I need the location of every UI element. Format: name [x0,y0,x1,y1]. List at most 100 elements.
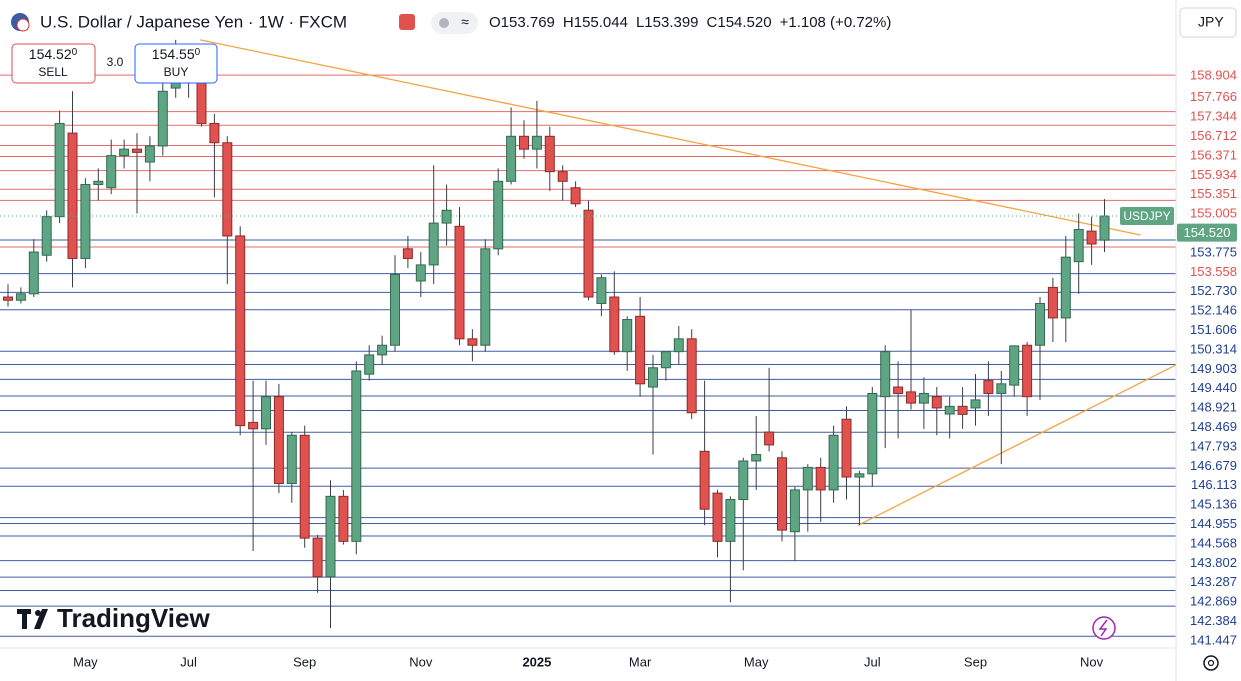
currency-button[interactable] [1179,7,1237,38]
buy-price[interactable]: 154.550 [152,46,201,62]
candle-body [1060,256,1071,319]
candle-body [764,431,775,446]
x-tick-label: Jul [864,654,881,669]
ohlc-value: +1.108 (+0.72%) [780,14,892,31]
x-tick-label: May [73,654,98,669]
last-price-label: 154.520 [1184,225,1231,240]
y-tick-label: 147.793 [1190,438,1237,453]
candle-body [931,396,942,409]
candle-body [67,132,78,259]
x-tick-label: Sep [293,654,316,669]
compare-toggle[interactable] [431,12,478,34]
x-tick-label: Mar [629,654,652,669]
candle-body [222,142,233,237]
candle-body [622,319,633,353]
candle-body [377,344,388,356]
y-tick-label: 157.766 [1190,89,1237,104]
ohlc-value: O153.769 [489,14,555,31]
last-price-tag [1177,223,1237,242]
candle-body [441,209,452,224]
currency-label[interactable]: JPY [1198,14,1224,30]
candle-body [15,293,26,301]
sell-button[interactable] [11,43,96,84]
settings-icon[interactable] [1203,655,1219,671]
y-tick-label: 149.903 [1190,361,1237,376]
candle-body [815,466,826,491]
spread: 3.0 [107,55,124,69]
candle-body [106,155,117,189]
candle-body [1073,229,1084,263]
buy-price-pip[interactable]: 0 [195,47,201,58]
y-tick-label: 156.371 [1190,147,1237,162]
sell-price-pip[interactable]: 0 [72,47,78,58]
candle-body [132,148,142,153]
candle-body [351,370,362,542]
candle-body [428,222,439,266]
buy-label[interactable]: BUY [164,65,189,79]
y-tick-label: 145.136 [1190,497,1237,512]
candle-body [338,495,349,542]
news-icon [1098,619,1108,637]
y-tick-label: 156.712 [1190,128,1237,143]
y-tick-label: 155.934 [1190,167,1237,182]
candle-body [235,235,246,427]
y-tick-label: 148.469 [1190,419,1237,434]
candle-body [493,180,504,250]
ohlc-value: C154.520 [707,14,772,31]
candle-body [609,296,620,353]
y-tick-label: 144.955 [1190,516,1237,531]
y-tick-label: 157.344 [1190,109,1237,124]
candle-body [854,473,865,478]
candle-body [712,492,723,542]
flag-icon [16,18,30,32]
candle-body [248,421,259,430]
x-tick-label: Nov [1080,654,1104,669]
y-tick-label: 152.146 [1190,303,1237,318]
toggle-icon [439,18,449,28]
candle-body [893,386,904,394]
y-tick-label: 150.314 [1190,341,1237,356]
candle-body [880,351,891,398]
candle-body [1035,302,1045,346]
candle-body [867,392,878,475]
ohlc-value: L153.399 [636,14,699,31]
candle-body [1086,230,1097,245]
candle-body [299,434,310,539]
y-tick-label: 153.558 [1190,264,1237,279]
alert-icon[interactable] [399,14,415,30]
candle-body [157,90,168,147]
y-tick-label: 143.287 [1190,574,1237,589]
candle-body [390,274,400,346]
sell-label[interactable]: SELL [38,65,68,79]
candle-body [983,380,994,394]
candle-body [531,135,542,150]
y-tick-label: 155.005 [1190,206,1237,221]
candle-body [996,383,1007,394]
sell-price-main[interactable]: 154.52 [29,46,72,62]
buy-price-main[interactable]: 154.55 [152,46,195,62]
sell-price[interactable]: 154.520 [29,46,78,62]
y-tick-label: 146.113 [1191,477,1237,492]
candle-body [261,396,271,430]
candle-body [519,135,529,150]
y-tick-label: 152.730 [1190,283,1237,298]
x-tick-label: May [744,654,769,669]
ohlc-value: H155.044 [563,14,628,31]
ohlc-readout: O153.769 H155.044 L153.399 C154.520 +1.108 (… [489,14,891,31]
symbol-tag: USDJPY [1120,207,1174,226]
candle-body [596,277,607,304]
candle-body [686,338,697,414]
candle-body [364,354,375,375]
candle-body [583,209,594,298]
candle-body [80,184,91,259]
y-tick-label: 146.679 [1190,458,1237,473]
buy-button[interactable] [134,43,218,84]
y-tick-label: 142.384 [1190,613,1237,628]
symbol-tag-label: USDJPY [1123,209,1170,223]
settings-icon [1207,659,1215,667]
candle-body [119,148,130,157]
news-icon[interactable] [1092,616,1116,640]
candle-body [918,392,929,404]
candle-body [944,405,955,415]
